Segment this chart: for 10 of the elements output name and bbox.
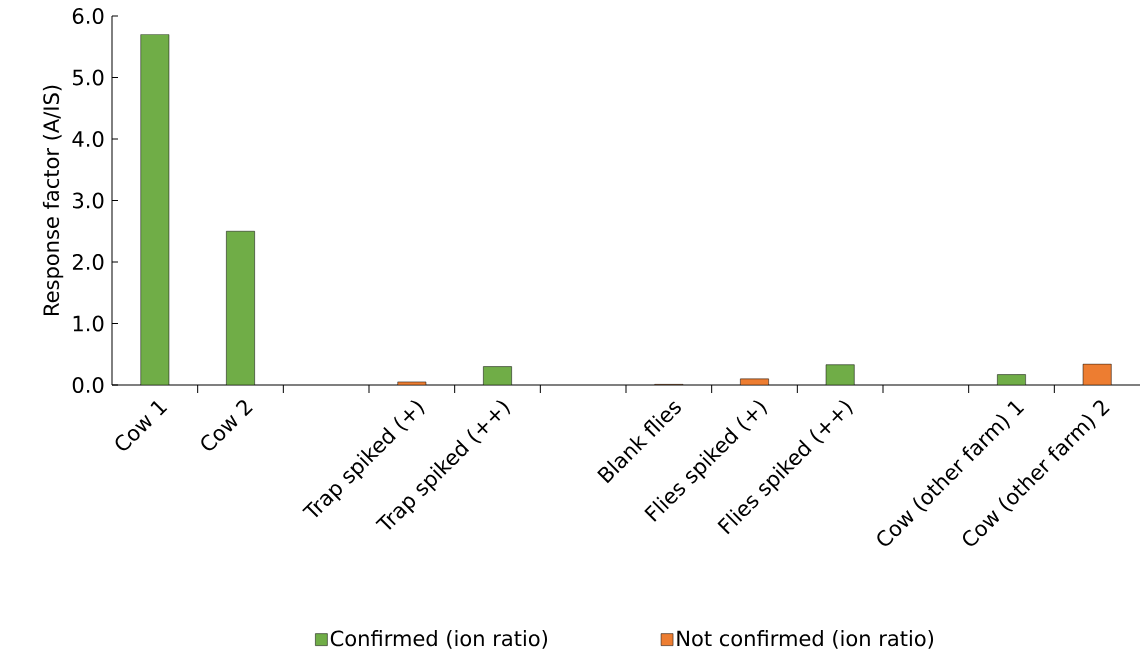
y-tick-label: 5.0: [73, 69, 104, 86]
y-tick-label: 6.0: [72, 8, 104, 24]
y-tick-label: 3.0: [73, 192, 104, 209]
legend-label: Not confirmed (ion ratio): [677, 630, 934, 649]
y-tick-label: 1.0: [73, 315, 104, 332]
y-tick-label: 0.0: [72, 377, 104, 393]
y-tick-label: 2.0: [72, 254, 104, 270]
y-tick-label: 4.0: [72, 131, 104, 147]
y-axis-title: Response factor (A/IS): [42, 85, 64, 315]
legend-label: Confirmed (ion ratio): [330, 630, 548, 649]
